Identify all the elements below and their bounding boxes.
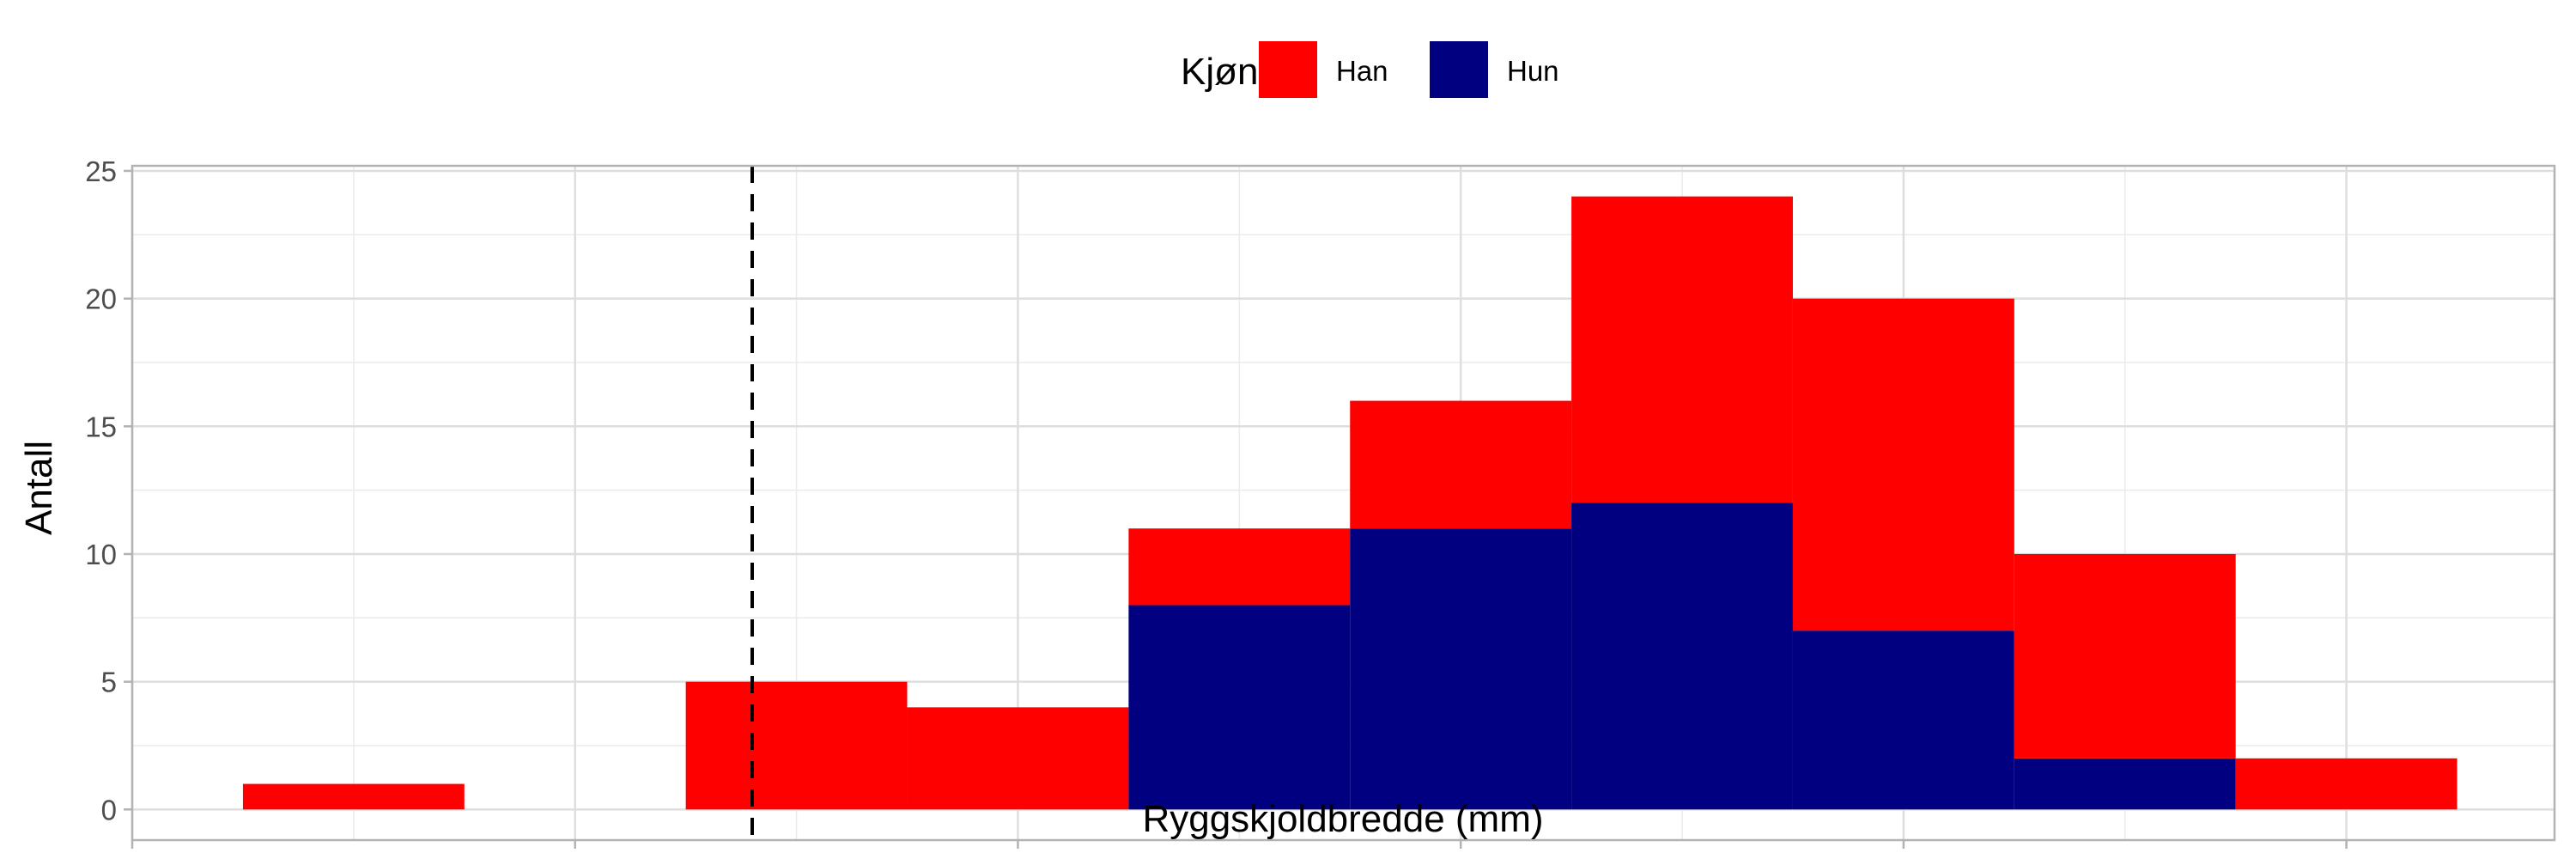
bar-hun: [1350, 528, 1572, 810]
legend-label-hun: Hun: [1507, 55, 1559, 87]
tick-label-y: 0: [101, 794, 117, 825]
bar-han: [1571, 196, 1793, 503]
tick-label-y: 15: [85, 411, 117, 442]
tick-label-y: 5: [101, 667, 117, 698]
bar-hun: [1128, 605, 1351, 810]
bar-hun: [1792, 631, 2014, 810]
x-axis-title: Ryggskjoldbredde (mm): [1142, 798, 1543, 840]
panel-border: [131, 164, 2556, 842]
tick-label-x: 50: [1002, 857, 1034, 859]
y-axis-title: Antall: [18, 441, 60, 535]
bar-han: [1350, 400, 1572, 529]
tick-label-x: 80: [2330, 857, 2362, 859]
tick-label-x: 70: [1888, 857, 1920, 859]
tick-label-y: 25: [85, 155, 117, 187]
bars: [242, 196, 2458, 810]
legend: Kjønn Han Hun: [1181, 41, 1559, 98]
tick-label-y: 10: [85, 539, 117, 570]
axis-ticks: 30 40 50 60 70 80 0 5 10 15 20 25: [85, 155, 2362, 859]
bar-han: [242, 783, 465, 810]
tick-label-x: 30: [117, 857, 149, 859]
bar-han: [685, 681, 908, 810]
legend-label-han: Han: [1336, 55, 1388, 87]
legend-key-han: [1259, 41, 1317, 98]
bar-han: [2014, 553, 2236, 758]
bar-han: [1792, 298, 2014, 631]
bar-han: [2235, 758, 2458, 810]
bar-han: [1128, 528, 1351, 606]
bar-hun: [2014, 758, 2236, 810]
bar-han: [907, 707, 1129, 810]
tick-label-y: 20: [85, 283, 117, 315]
legend-key-hun: [1430, 41, 1488, 98]
tick-label-x: 40: [559, 857, 591, 859]
bar-hun: [1571, 503, 1793, 810]
tick-label-x: 60: [1445, 857, 1477, 859]
